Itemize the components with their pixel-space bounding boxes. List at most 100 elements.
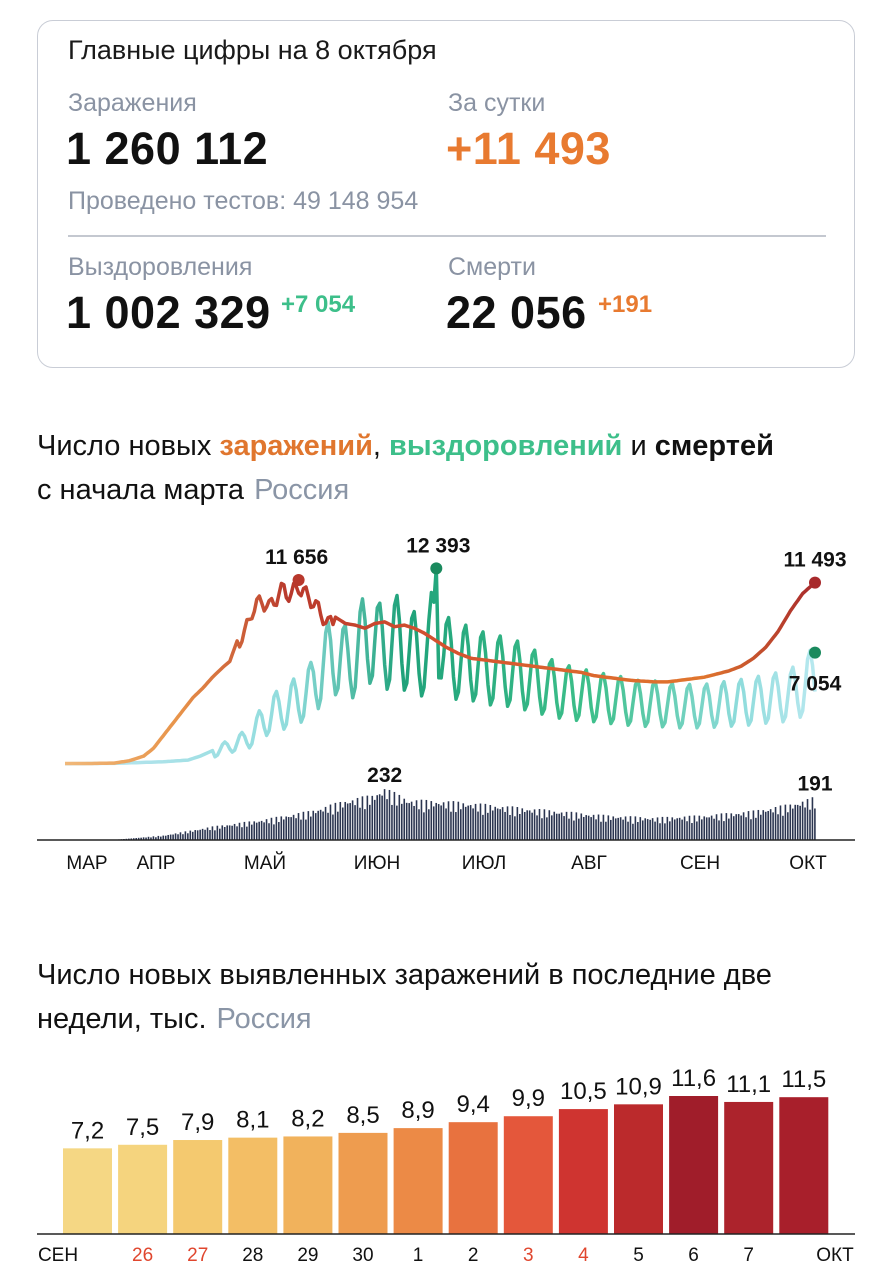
day-tick-label: 1 (413, 1245, 424, 1266)
chart1-region: Россия (254, 474, 350, 506)
deaths-bar (511, 806, 514, 840)
deaths-bar (278, 822, 280, 840)
infections-label: Заражения (68, 89, 197, 117)
deaths-bar (563, 816, 565, 840)
bar-value-label: 8,5 (346, 1102, 379, 1129)
deaths-bar (669, 821, 671, 840)
deaths-bar (157, 835, 160, 840)
deaths-bar (501, 807, 504, 840)
deaths-bar (246, 826, 248, 840)
deaths-bar (629, 816, 632, 840)
deaths-bar (809, 809, 811, 840)
deaths-bar (725, 813, 728, 840)
deaths-bar (560, 812, 563, 840)
deaths-bar (737, 814, 740, 840)
deaths-bar (253, 821, 256, 840)
deaths-bar (506, 806, 509, 840)
day-tick-label: ОКТ (816, 1245, 854, 1266)
deaths-bar (356, 797, 359, 840)
deaths-bar (164, 835, 167, 840)
month-tick-label: ИЮН (354, 853, 401, 874)
deaths-bar (386, 799, 388, 840)
deaths-bar (755, 817, 757, 840)
deaths-bar (477, 811, 479, 840)
deaths-delta: +191 (598, 291, 653, 318)
deaths-bar (617, 817, 619, 840)
deaths-bar (541, 818, 543, 840)
deaths-bar (413, 805, 415, 840)
deaths-bar (282, 819, 285, 840)
deaths-bar (287, 817, 290, 840)
deaths-bar (523, 811, 526, 840)
deaths-bar (155, 837, 157, 840)
deaths-bar (268, 823, 270, 840)
deaths-bar (464, 806, 467, 840)
deaths-bar (152, 836, 155, 840)
deaths-bar (408, 803, 410, 840)
two-week-bar-chart: 7,2 7,5 7,9 8,1 8,2 8,5 8,9 9,4 9,9 10,5 10,9 11,6 1… (37, 1065, 855, 1266)
chart1-title-infections: заражений (219, 430, 373, 462)
deaths-bar (602, 814, 605, 840)
deaths-bar (487, 812, 489, 840)
deaths-bar (499, 809, 501, 840)
deaths-bar (455, 812, 457, 840)
deaths-bar (538, 809, 541, 840)
day-tick-label: 4 (578, 1245, 589, 1266)
deaths-bar (140, 837, 142, 840)
deaths-bar (641, 820, 644, 840)
bar (724, 1101, 774, 1234)
deaths-bar (528, 810, 531, 840)
recoveries-value: 1 002 329 (66, 287, 271, 338)
deaths-bar (550, 815, 553, 840)
deaths-bar (437, 804, 440, 840)
deaths-bar (691, 823, 693, 840)
deaths-bar (236, 826, 238, 840)
day-tick-label: 28 (242, 1245, 263, 1266)
deaths-bar (791, 808, 794, 840)
deaths-bar (607, 815, 610, 840)
deaths-bar (400, 803, 403, 840)
deaths-bar (760, 814, 762, 840)
bar (503, 1116, 553, 1234)
month-tick-label: МАЙ (244, 852, 286, 874)
deaths-bar (300, 819, 302, 840)
deaths-bar (747, 811, 750, 840)
deaths-bar (536, 815, 538, 840)
deaths-bar (494, 806, 497, 840)
deaths-bar (742, 812, 745, 840)
deaths-bar (388, 789, 391, 840)
recoveries-line (65, 566, 817, 766)
deaths-bar (191, 831, 194, 840)
deaths-bar (307, 811, 310, 840)
deaths-bar (491, 810, 494, 840)
deaths-bar (440, 805, 442, 840)
deaths-bar (366, 795, 369, 840)
chart1-title-recoveries: выздоровлений (389, 430, 623, 462)
deaths-bar (774, 807, 777, 840)
deaths-bar (214, 830, 216, 840)
deaths-bar (784, 804, 787, 840)
deaths-bars (66, 789, 816, 840)
deaths-bar (305, 819, 307, 840)
month-tick-label: ИЮЛ (462, 853, 506, 874)
deaths-bar (656, 817, 659, 840)
bar-value-label: 10,9 (615, 1073, 662, 1100)
deaths-bar (804, 807, 806, 840)
deaths-bar (285, 816, 288, 840)
deaths-bar (334, 802, 337, 840)
recoveries-label: Выздоровления (68, 253, 253, 281)
deaths-bar (723, 821, 725, 840)
deaths-bar (243, 821, 246, 840)
bar (558, 1109, 608, 1234)
deaths-bar (664, 823, 666, 840)
deaths-bar (405, 802, 408, 840)
deaths-bar (248, 821, 251, 840)
bar (669, 1096, 719, 1234)
deaths-bar (447, 801, 450, 840)
deaths-bar (678, 817, 681, 840)
deaths-bar (410, 801, 413, 840)
deaths-bar (533, 809, 536, 840)
deaths-bar (484, 803, 487, 840)
deaths-bar (666, 816, 669, 840)
deaths-bar (693, 815, 696, 840)
